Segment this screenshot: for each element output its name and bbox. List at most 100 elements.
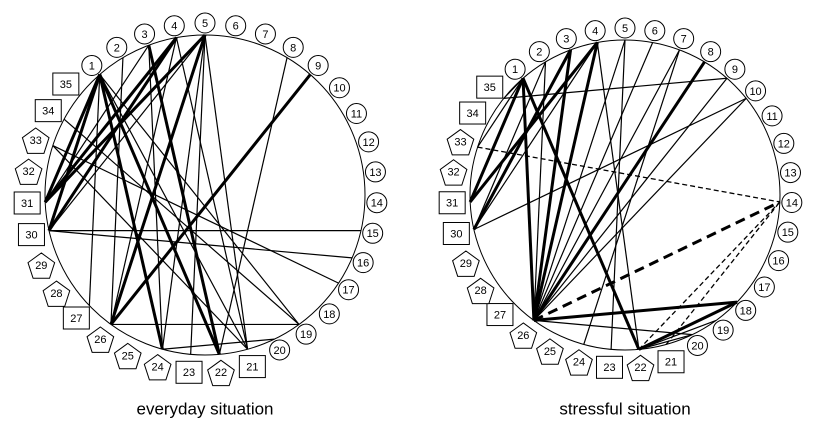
node: 15 <box>362 222 384 244</box>
node: 12 <box>773 132 795 154</box>
node: 22 <box>626 354 655 382</box>
node-shape <box>358 131 380 153</box>
edge <box>533 97 747 321</box>
node-shape <box>318 303 340 325</box>
edge <box>190 34 206 355</box>
node: 16 <box>768 250 790 272</box>
node-label: 8 <box>290 42 296 54</box>
node-label: 11 <box>351 108 362 120</box>
edge <box>98 74 164 350</box>
edge <box>44 33 207 204</box>
edge <box>503 77 728 99</box>
edge <box>533 300 738 322</box>
edge <box>472 49 572 231</box>
caption: everyday situation <box>136 399 273 418</box>
edge <box>638 319 717 350</box>
node-label: 2 <box>114 42 120 54</box>
node: 25 <box>536 338 564 365</box>
node-shape <box>328 77 350 99</box>
edge <box>47 36 178 232</box>
node: 8 <box>282 36 304 58</box>
node-shape <box>459 101 487 125</box>
edge <box>99 74 300 325</box>
node: 21 <box>238 355 266 379</box>
edge <box>665 201 781 345</box>
node-shape <box>781 191 803 213</box>
node-label: 34 <box>42 106 54 118</box>
edge <box>473 42 598 230</box>
node-shape <box>42 280 71 307</box>
node: 19 <box>295 323 317 345</box>
edge <box>109 34 207 325</box>
edge <box>638 201 781 350</box>
node-label: 17 <box>342 285 354 297</box>
node-label: 2 <box>536 47 542 59</box>
node-label: 19 <box>300 329 312 341</box>
edge <box>533 42 654 321</box>
node: 19 <box>712 319 734 341</box>
node-label: 30 <box>25 230 37 242</box>
node-shape <box>442 221 470 245</box>
node-shape <box>700 41 722 63</box>
node-label: 13 <box>784 167 796 179</box>
node-label: 19 <box>717 325 729 337</box>
node: 31 <box>438 191 466 215</box>
node-label: 23 <box>183 367 195 379</box>
node: 24 <box>143 353 172 381</box>
node: 34 <box>34 99 62 123</box>
node: 26 <box>86 326 115 353</box>
node-label: 31 <box>446 198 458 210</box>
edge <box>99 74 249 350</box>
edge <box>147 44 221 355</box>
node-shape <box>14 158 43 185</box>
edge <box>532 49 573 321</box>
node-label: 7 <box>681 34 687 46</box>
node-shape <box>439 159 468 186</box>
node-shape <box>81 54 103 76</box>
edge <box>52 145 339 284</box>
node-label: 10 <box>749 86 761 98</box>
edge <box>477 146 780 203</box>
node-shape <box>724 58 746 80</box>
edge <box>48 34 206 231</box>
edge <box>204 34 249 350</box>
node-shape <box>452 250 480 277</box>
node: 2 <box>106 36 128 58</box>
edge <box>477 77 524 148</box>
node-label: 25 <box>122 350 134 362</box>
node-label: 16 <box>357 258 369 270</box>
node-shape <box>735 299 757 321</box>
node: 28 <box>42 280 71 307</box>
node-shape <box>225 15 247 37</box>
node-label: 26 <box>94 334 106 346</box>
node: 5 <box>194 12 216 34</box>
node-label: 8 <box>708 47 714 59</box>
node-shape <box>761 105 783 127</box>
node: 23 <box>595 355 623 379</box>
node: 18 <box>318 303 340 325</box>
edge <box>52 145 248 350</box>
node-shape <box>27 252 56 279</box>
node: 33 <box>446 128 475 156</box>
node-label: 4 <box>171 21 177 33</box>
node-shape <box>446 128 475 156</box>
node-shape <box>768 250 790 272</box>
edge <box>521 78 536 321</box>
node-label: 22 <box>634 362 646 374</box>
node-label: 16 <box>772 256 784 268</box>
edge <box>533 61 547 321</box>
node-label: 15 <box>782 227 794 239</box>
node-shape <box>584 20 606 42</box>
edge <box>47 74 102 232</box>
node-label: 4 <box>592 26 598 38</box>
node-shape <box>504 58 526 80</box>
edge <box>583 49 681 345</box>
edge <box>43 73 102 203</box>
node: 3 <box>555 28 577 50</box>
node-label: 32 <box>447 167 459 179</box>
node: 1 <box>504 58 526 80</box>
node-shape <box>657 350 685 374</box>
node-label: 6 <box>233 21 239 33</box>
node: 20 <box>269 339 291 361</box>
node-label: 7 <box>262 29 268 41</box>
